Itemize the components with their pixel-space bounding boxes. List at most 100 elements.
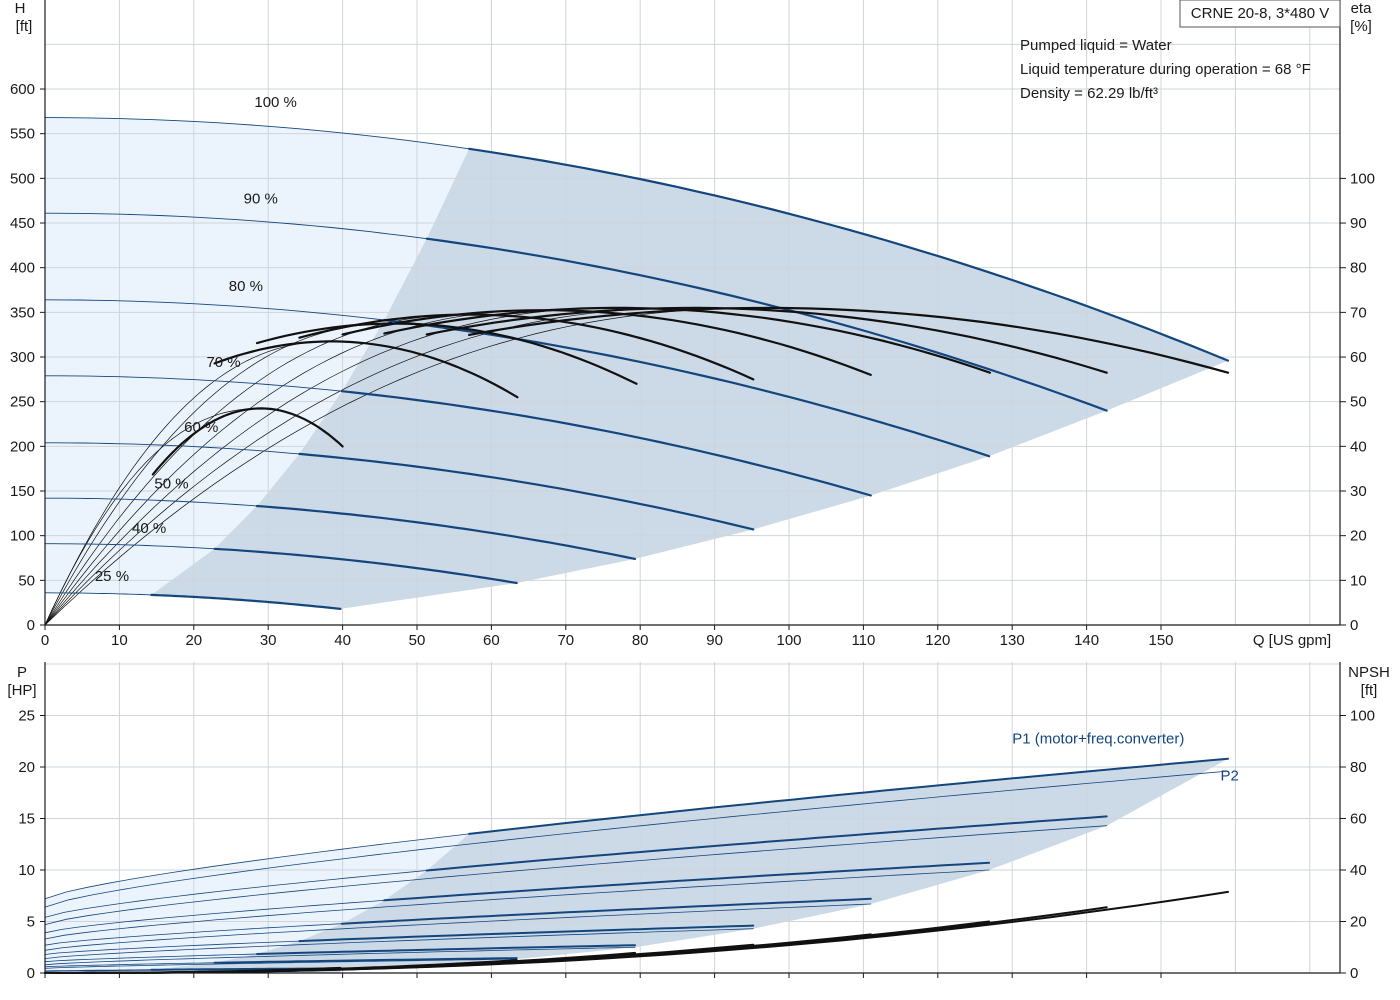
q-tick-label: 60 xyxy=(483,632,500,649)
eta-tick-label: 20 xyxy=(1350,528,1367,545)
npsh-tick-label: 20 xyxy=(1350,914,1367,931)
efficiency-curve xyxy=(151,407,344,476)
p1-curve-min-flow xyxy=(44,870,428,918)
q-tick-label: 20 xyxy=(185,632,202,649)
h-tick-label: 200 xyxy=(10,438,35,455)
p1-curve-80 xyxy=(383,861,991,902)
eta-tick-label: 0 xyxy=(1350,617,1358,634)
q-tick-label: 140 xyxy=(1074,632,1099,649)
p1-curve-70 xyxy=(340,897,872,925)
h-tick-label: 50 xyxy=(18,572,35,589)
npsh-tick-label: 100 xyxy=(1350,708,1375,725)
p2-curve-100 xyxy=(44,770,1229,908)
efficiency-curve xyxy=(255,322,638,385)
p-tick-label: 0 xyxy=(27,965,35,982)
head-curve-90 xyxy=(425,237,1108,412)
speed-label: 90 % xyxy=(244,190,278,207)
efficiency-curve xyxy=(341,309,872,376)
p1-curve-min-flow xyxy=(44,923,343,946)
npsh-tick-label: 0 xyxy=(1350,965,1358,982)
p2-curve-40 xyxy=(44,958,518,969)
operating-band xyxy=(151,148,1228,609)
head-curve-min-flow xyxy=(44,117,470,150)
labels: 0 10 20 30 40 50 60 70 80 90 100 110 120 130 140 150050… xyxy=(10,81,1375,982)
speed-label: 25 % xyxy=(95,568,129,585)
speed-label: 40 % xyxy=(132,520,166,537)
h-tick-label: 150 xyxy=(10,483,35,500)
eta-tick-label: 60 xyxy=(1350,349,1367,366)
h-axis-unit: [ft] xyxy=(16,18,33,35)
q-tick-label: 70 xyxy=(557,632,574,649)
series-label: P1 (motor+freq.converter) xyxy=(1012,730,1184,747)
speed-label: 70 % xyxy=(206,354,240,371)
axes xyxy=(40,0,1346,978)
q-tick-label: 100 xyxy=(776,632,801,649)
head-curve-50 xyxy=(255,504,637,560)
npsh-axis-unit: [ft] xyxy=(1361,682,1378,699)
p1-curve-50 xyxy=(256,944,636,955)
p2-curve-60 xyxy=(44,928,754,959)
q-tick-label: 120 xyxy=(925,632,950,649)
head-curve-min-flow xyxy=(44,497,258,507)
h-tick-label: 250 xyxy=(10,394,35,411)
p2-curve-90 xyxy=(44,825,1108,925)
efficiency-curve xyxy=(213,340,519,399)
eta-tick-label: 90 xyxy=(1350,215,1367,232)
head-curve-60 xyxy=(298,452,755,531)
q-tick-label: 50 xyxy=(409,632,426,649)
p2-curve-70 xyxy=(44,903,872,951)
p2-curve-80 xyxy=(44,869,990,940)
p1-curve-min-flow xyxy=(44,899,385,934)
npsh-tick-label: 60 xyxy=(1350,811,1367,828)
head-efficiency-curves xyxy=(44,117,1230,626)
head-curve-25 xyxy=(150,593,342,610)
p1-curve-min-flow xyxy=(44,953,258,963)
power-min-flow-band xyxy=(45,833,470,973)
h-tick-label: 100 xyxy=(10,528,35,545)
q-tick-label: 30 xyxy=(260,632,277,649)
q-tick-label: 110 xyxy=(851,632,875,649)
eta-axis-unit: [%] xyxy=(1350,18,1372,35)
h-tick-label: 450 xyxy=(10,215,35,232)
h-tick-label: 400 xyxy=(10,260,35,277)
q-tick-label: 130 xyxy=(1000,632,1025,649)
p1-curve-40 xyxy=(213,957,518,964)
series-label: P2 xyxy=(1221,767,1239,784)
eta-tick-label: 70 xyxy=(1350,304,1367,321)
npsh-axis-label: NPSH xyxy=(1348,664,1390,681)
npsh-tick-label: 80 xyxy=(1350,759,1367,776)
p-tick-label: 5 xyxy=(27,914,35,931)
q-tick-label: 80 xyxy=(632,632,649,649)
speed-label: 50 % xyxy=(154,475,188,492)
q-tick-label: 90 xyxy=(706,632,723,649)
head-curve-80 xyxy=(383,318,991,458)
eta-tick-label: 30 xyxy=(1350,483,1367,500)
head-curve-min-flow xyxy=(44,592,152,596)
h-tick-label: 550 xyxy=(10,126,35,143)
p-axis-unit: [HP] xyxy=(7,682,36,699)
q-axis-label: Q [US gpm] xyxy=(1253,632,1331,649)
head-curve-min-flow xyxy=(44,543,216,550)
eta-axis-label: eta xyxy=(1351,0,1373,17)
p-axis-label: P xyxy=(17,664,27,681)
eta-tick-label: 10 xyxy=(1350,572,1367,589)
p1-curve-min-flow xyxy=(44,969,152,972)
efficiency-curve xyxy=(468,306,1230,374)
h-tick-label: 350 xyxy=(10,304,35,321)
p-tick-label: 10 xyxy=(18,862,35,879)
h-tick-label: 600 xyxy=(10,81,35,98)
head-curve-40 xyxy=(213,547,518,585)
pump-model-title: CRNE 20-8, 3*480 V xyxy=(1191,5,1329,22)
power-npsh-curves xyxy=(44,757,1229,974)
info-pumped-liquid: Pumped liquid = Water xyxy=(1020,37,1172,54)
efficiency-curve xyxy=(425,306,1108,374)
title-box xyxy=(1179,0,1341,28)
head-curve-100 xyxy=(468,147,1230,362)
q-tick-label: 10 xyxy=(111,632,128,649)
p2-curve-50 xyxy=(44,946,636,966)
h-axis-label: H xyxy=(15,0,26,17)
power-operating-bands xyxy=(45,758,1228,973)
q-tick-label: 40 xyxy=(334,632,351,649)
head-curve-min-flow xyxy=(44,299,385,321)
head-curve-70 xyxy=(340,390,872,497)
